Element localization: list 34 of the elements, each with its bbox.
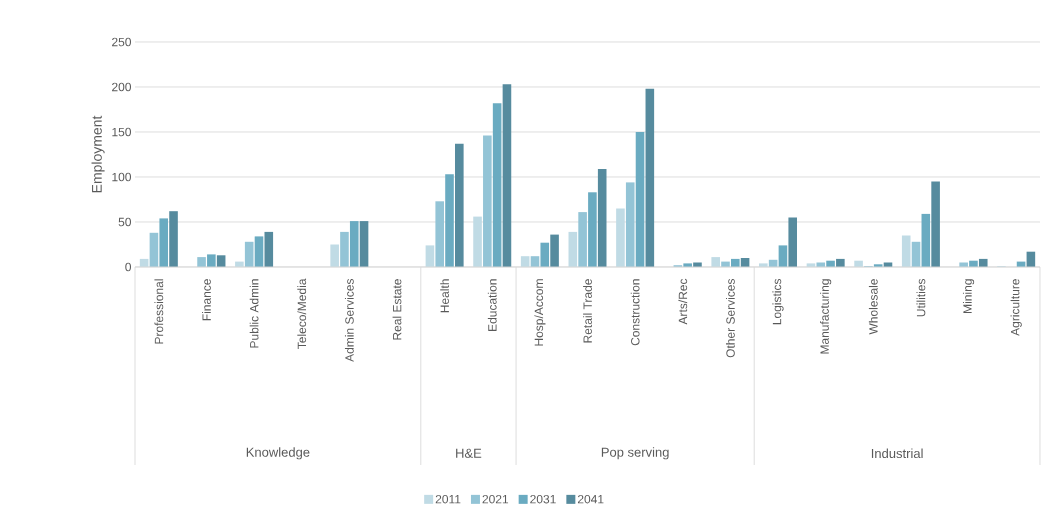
legend-label: 2031 <box>530 494 556 504</box>
legend-label: 2041 <box>577 494 604 504</box>
x-tick-label: Mining <box>962 279 975 313</box>
x-tick-label: Manufacturing <box>820 279 832 354</box>
x-tick-label: Public Admin <box>249 279 259 348</box>
x-tick-label: Logistics <box>772 278 784 325</box>
x-tick-label: Other Services <box>725 278 735 358</box>
y-tick-label: 200 <box>112 82 132 92</box>
x-tick-label: Teleco/Media <box>297 278 307 349</box>
text: H&E <box>456 448 482 458</box>
text: Industrial <box>871 448 923 459</box>
y-tick-label: 250 <box>112 37 132 47</box>
y-axis-title: Employment <box>91 115 105 193</box>
x-tick-label: Admin Services <box>344 278 354 362</box>
x-tick-label: Construction <box>630 279 640 346</box>
y-tick-label: 0 <box>125 262 132 272</box>
x-tick-label: Health <box>440 279 450 313</box>
x-tick-label: Finance <box>202 279 211 321</box>
x-tick-label: Utilities <box>916 278 926 317</box>
text: Pop serving <box>601 447 669 460</box>
y-tick-label: 150 <box>112 127 132 137</box>
x-tick-label: Agriculture <box>1010 279 1022 336</box>
x-tick-label: Hosp/Accom <box>534 279 546 346</box>
legend-label: 2011 <box>435 494 461 504</box>
legend-label: 2021 <box>482 494 509 504</box>
x-tick-label: Retail Trade <box>583 279 592 343</box>
x-tick-label: Professional <box>154 279 164 344</box>
x-tick-label: Wholesale <box>868 279 878 335</box>
x-tick-label: Real Estate <box>392 279 402 340</box>
x-tick-label: Arts/Rec <box>678 278 688 325</box>
y-tick-label: 100 <box>112 172 132 182</box>
text: Knowledge <box>246 447 310 460</box>
y-tick-label: 50 <box>118 217 132 227</box>
x-tick-label: Education <box>487 279 497 331</box>
